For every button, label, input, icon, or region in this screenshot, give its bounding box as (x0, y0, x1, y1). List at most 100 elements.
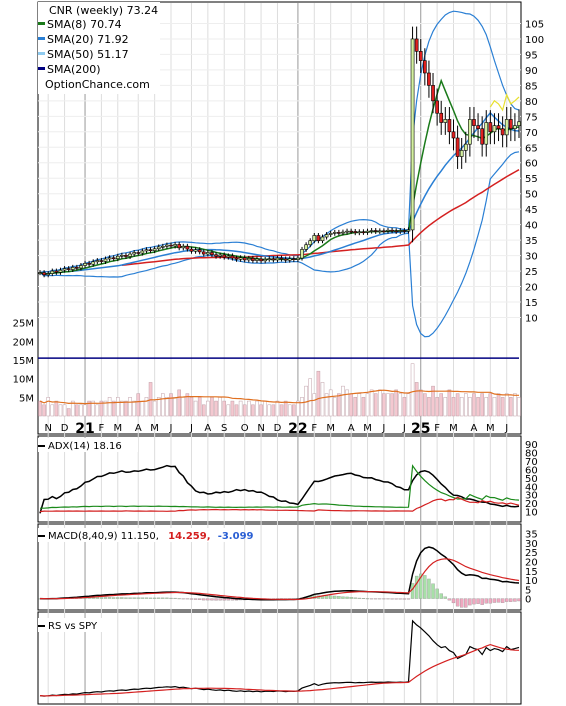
volume-bar (509, 397, 513, 417)
volume-bar (287, 404, 292, 417)
price-tick-label: 90 (525, 66, 538, 77)
candle-body (103, 258, 108, 262)
candle-body (124, 254, 128, 257)
macd-histogram-bar (500, 598, 505, 603)
volume-bar (463, 393, 468, 417)
candle-body (410, 38, 415, 231)
x-axis-label: 25 (411, 421, 430, 437)
x-axis-label: M (113, 423, 122, 434)
rs-panel (37, 611, 522, 705)
legend-label-sma20: SMA(20) 71.92 (47, 33, 129, 46)
volume-bar (496, 393, 501, 417)
macd-histogram-bar (210, 598, 214, 601)
macd-histogram-bar (337, 596, 341, 599)
sma20-line (39, 111, 520, 275)
macd-histogram-bar (181, 598, 185, 600)
candle-body (447, 119, 452, 133)
candle-body (463, 143, 468, 151)
macd-histogram-bar (112, 597, 116, 599)
volume-bar (263, 400, 267, 417)
candle-body (414, 38, 419, 52)
candle-body (83, 263, 87, 266)
candle-body (115, 255, 120, 259)
macd-histogram-bar (144, 597, 149, 599)
x-axis-label: J (169, 423, 173, 434)
volume-bar (353, 397, 358, 417)
volume-bar (87, 400, 91, 417)
candle-body (54, 270, 59, 273)
macd-histogram-bar (443, 596, 447, 599)
volume-bar (394, 389, 398, 417)
price-tick-label: 15 (525, 298, 538, 309)
adx-tick-label: 40 (525, 482, 538, 493)
macd-tick-label: 0 (525, 595, 531, 606)
macd-histogram-bar (496, 598, 501, 603)
macd-histogram-bar (464, 598, 468, 608)
chart-title: CNR (weekly) 73.24 (49, 4, 158, 17)
macd-tick-label: 20 (525, 558, 538, 569)
sma8-line (39, 78, 520, 275)
candle-body (263, 259, 268, 262)
macd-histogram-bar (439, 593, 443, 599)
candle-body (214, 254, 218, 257)
candle-body (324, 234, 329, 238)
price-tick-label: 80 (525, 97, 538, 108)
volume-bar (91, 400, 96, 417)
candle-body (50, 270, 55, 274)
volume-bar (251, 404, 255, 417)
rs-label: RS vs SPY (48, 621, 98, 632)
volume-bar (423, 393, 427, 417)
candle-body (435, 100, 439, 114)
volume-bar (189, 397, 194, 417)
volume-bar (206, 400, 210, 417)
candle-body (120, 254, 124, 257)
volume-bar (476, 397, 480, 417)
macd-histogram-bar (103, 597, 108, 599)
volume-bar (247, 400, 251, 417)
volume-bar (128, 397, 132, 417)
volume-bar (107, 397, 112, 417)
volume-tick-label: 10M (13, 375, 34, 386)
candle-body (279, 257, 284, 260)
x-axis-label: D (61, 423, 69, 434)
price-plot (38, 10, 521, 417)
volume-bar (439, 393, 443, 417)
adx-tick-label: 60 (525, 465, 538, 476)
macd-histogram-bar (513, 598, 517, 602)
macd-histogram-bar (492, 598, 497, 603)
candle-body (197, 249, 202, 253)
macd-histogram-bar (120, 597, 124, 599)
adx-tick-label: 30 (525, 491, 538, 502)
candle-body (300, 249, 304, 259)
price-tick-label: 45 (525, 205, 538, 216)
candle-body (382, 230, 386, 233)
volume-bar (492, 397, 497, 417)
volume-bar (242, 404, 247, 417)
candle-body (140, 250, 145, 254)
x-axis-label: O (241, 423, 249, 434)
volume-bar (111, 400, 116, 417)
volume-bar (79, 404, 83, 417)
candle-body (484, 122, 489, 145)
candle-body (472, 119, 476, 126)
candle-body (345, 230, 349, 233)
x-axis-label: A (135, 423, 142, 434)
x-axis-label: J (189, 423, 193, 434)
candle-body (181, 246, 186, 249)
candle-body (283, 258, 288, 261)
volume-bar (99, 400, 104, 417)
price-tick-label: 70 (525, 128, 538, 139)
candle-body (296, 257, 300, 260)
candle-body (455, 137, 460, 157)
volume-bar (54, 400, 59, 417)
legend-label-sma50: SMA(50) 51.17 (47, 48, 129, 61)
candle-body (459, 150, 464, 157)
macd-histogram-bar (345, 596, 349, 599)
volume-bar (382, 393, 386, 417)
candle-body (238, 257, 243, 260)
adx-tick-label: 20 (525, 499, 538, 510)
candle-body (394, 230, 399, 233)
candle-body (87, 263, 91, 265)
volume-bar (193, 400, 198, 417)
candle-body (156, 246, 161, 250)
